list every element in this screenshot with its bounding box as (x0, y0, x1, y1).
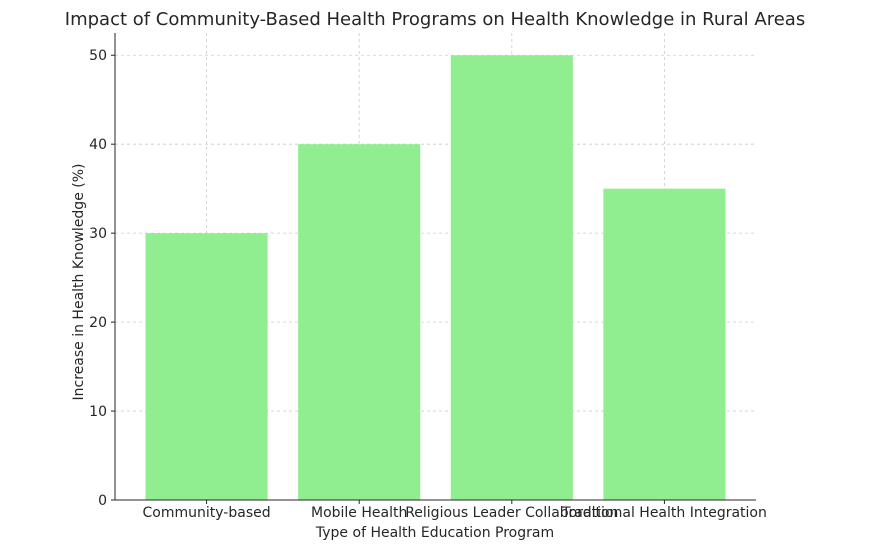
y-tick-label: 20 (89, 315, 107, 331)
x-tick-label: Religious Leader Collaboration (405, 505, 618, 521)
bar (298, 144, 421, 500)
y-tick-label: 50 (89, 48, 107, 64)
y-tick-label: 0 (98, 493, 107, 509)
bar (145, 233, 268, 500)
x-tick-label: Mobile Health (311, 505, 407, 521)
axes: 0 10 20 30 40 50 Community-based Mobile HealthR… (89, 33, 767, 521)
bar (603, 188, 726, 500)
bar (450, 55, 573, 500)
x-axis-label: Type of Health Education Program (315, 525, 554, 541)
bars (145, 55, 726, 500)
x-tick-label: Community-based (143, 505, 271, 521)
y-tick-label: 40 (89, 137, 107, 153)
chart-title: Impact of Community-Based Health Program… (65, 9, 805, 30)
y-tick-label: 30 (89, 226, 107, 242)
x-tick-label: Traditional Health Integration (561, 505, 767, 521)
y-tick-label: 10 (89, 404, 107, 420)
y-axis-label: Increase in Health Knowledge (%) (71, 164, 87, 401)
